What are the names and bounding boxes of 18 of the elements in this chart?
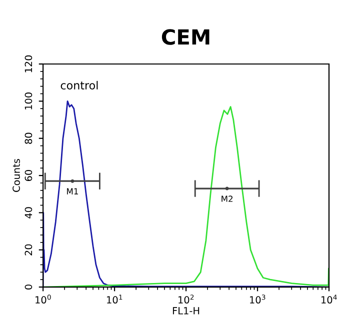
y-tick-label: 60 — [24, 170, 32, 182]
chart-title: CEM — [162, 29, 210, 45]
x-tick-label: 10$^{4}$ — [322, 294, 337, 304]
y-tick-label: 0 — [24, 284, 32, 290]
x-tick-label: 10$^{2}$ — [178, 294, 194, 304]
y-axis-title: Counts — [12, 159, 20, 192]
x-tick-label: 10$^{3}$ — [250, 294, 266, 304]
annotation: control — [60, 80, 98, 90]
data-label: M2 — [222, 196, 232, 202]
y-tick-label: 120 — [24, 55, 32, 72]
x-axis-title: FL1-H — [172, 307, 200, 314]
x-tick-label: 10$^{1}$ — [107, 294, 122, 304]
y-tick-label: 40 — [24, 207, 32, 218]
y-tick-label: 20 — [24, 244, 32, 256]
data-label: M1 — [67, 188, 78, 194]
y-tick-label: 100 — [24, 92, 32, 110]
y-tick-label: 80 — [24, 132, 32, 144]
x-tick-label: 10$^{0}$ — [36, 294, 51, 304]
